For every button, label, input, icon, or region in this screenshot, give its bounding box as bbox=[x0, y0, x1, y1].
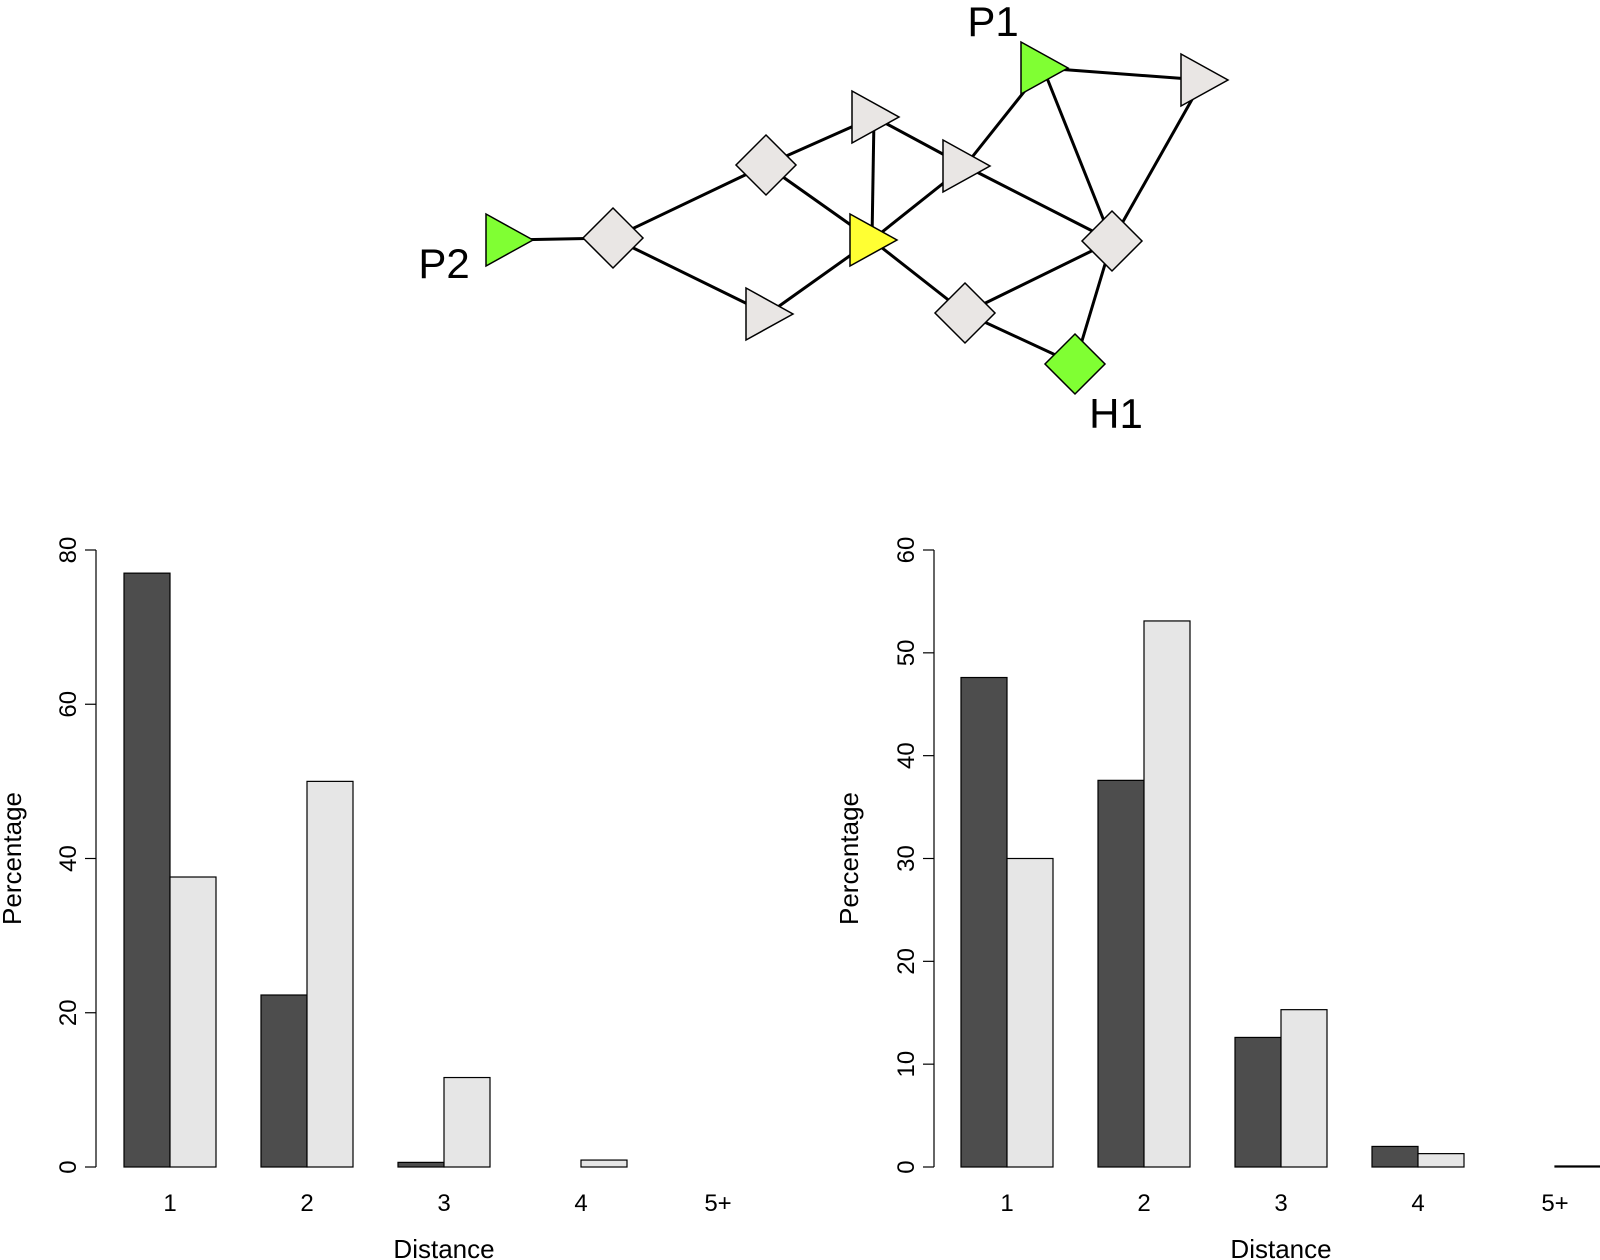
node-p2 bbox=[485, 212, 535, 268]
chart2-bar-3-s1 bbox=[1234, 1036, 1282, 1168]
node-label-h1: H1 bbox=[1089, 390, 1143, 437]
chart1-bar-3-s2 bbox=[443, 1076, 491, 1168]
network-diagram: P1 P2 H1 bbox=[418, 0, 1230, 437]
node-d3 bbox=[1080, 209, 1144, 273]
edge-d3-d4 bbox=[964, 239, 1113, 315]
chart2-bar-4-s2 bbox=[1417, 1153, 1465, 1168]
chart2-bar-3-s2 bbox=[1280, 1009, 1328, 1168]
chart1-x-tick-label: 1 bbox=[163, 1190, 176, 1217]
chart2-bar-4-s1 bbox=[1371, 1145, 1419, 1168]
node-label-p2: P2 bbox=[418, 240, 469, 287]
chart2-y-tick-label: 30 bbox=[893, 845, 920, 872]
chart2-bar-1-s1 bbox=[960, 676, 1008, 1168]
chart1-bar-4-s2 bbox=[580, 1159, 628, 1168]
chart1-x-tick-label: 4 bbox=[574, 1190, 587, 1217]
node-t2 bbox=[942, 138, 992, 194]
node-t1 bbox=[851, 89, 901, 145]
chart1-bar-3-s1 bbox=[397, 1161, 445, 1168]
chart1-y-axis-title: Percentage bbox=[0, 792, 27, 925]
edge-t2-d3 bbox=[964, 164, 1113, 243]
edge-t4-d3 bbox=[1110, 79, 1205, 242]
node-d1 bbox=[581, 206, 645, 270]
edge-t1-c bbox=[870, 116, 876, 241]
chart1-y-tick-label: 20 bbox=[55, 999, 82, 1026]
chart1-x-tick-label: 2 bbox=[300, 1190, 313, 1217]
node-t3 bbox=[745, 286, 795, 342]
chart1-bar-1-s2 bbox=[169, 876, 217, 1168]
chart1-bar-2-s1 bbox=[260, 994, 308, 1168]
chart2-y-tick-label: 50 bbox=[893, 639, 920, 666]
chart2-x-tick-label: 3 bbox=[1274, 1190, 1287, 1217]
chart2-bar-1-s2 bbox=[1006, 857, 1054, 1168]
chart2-bar-2-s1 bbox=[1097, 779, 1145, 1168]
chart1-bar-1-s1 bbox=[123, 572, 171, 1168]
chart2-y-axis-title: Percentage bbox=[834, 792, 864, 925]
chart2-x-axis-title: Distance bbox=[1230, 1234, 1331, 1260]
chart2-bar-5plus-s2 bbox=[1554, 1165, 1600, 1168]
chart1-bar-2-s2 bbox=[306, 780, 354, 1168]
edge-p1-t4 bbox=[1042, 66, 1204, 82]
node-h1 bbox=[1043, 332, 1107, 396]
node-c bbox=[849, 212, 899, 268]
chart2-y-tick-label: 40 bbox=[893, 742, 920, 769]
chart1-x-tick-label: 3 bbox=[437, 1190, 450, 1217]
chart2-x-tick-label: 2 bbox=[1137, 1190, 1150, 1217]
edge-d1-t3 bbox=[612, 236, 769, 316]
chart2-y-tick-label: 20 bbox=[893, 948, 920, 975]
chart2-bar-2-s2 bbox=[1143, 620, 1191, 1168]
left-bar-chart: 0 20 40 60 80 1 2 3 4 5+ Distance Percentage bbox=[0, 537, 732, 1260]
chart2-y-tick-label: 0 bbox=[893, 1160, 920, 1173]
node-d4 bbox=[933, 281, 997, 345]
chart1-y-tick-label: 80 bbox=[55, 537, 82, 564]
node-p1 bbox=[1020, 40, 1070, 96]
node-d2 bbox=[734, 133, 798, 197]
node-t4 bbox=[1180, 52, 1230, 108]
right-bar-chart: 0 10 20 30 40 50 60 1 2 3 4 5+ Distance Percentage bbox=[834, 537, 1600, 1260]
node-label-p1: P1 bbox=[967, 0, 1018, 45]
chart2-x-tick-label: 5+ bbox=[1541, 1190, 1568, 1217]
chart2-y-tick-label: 10 bbox=[893, 1051, 920, 1078]
chart2-y-tick-label: 60 bbox=[893, 537, 920, 564]
chart1-y-tick-label: 0 bbox=[55, 1160, 82, 1173]
chart1-x-axis-title: Distance bbox=[393, 1234, 494, 1260]
chart2-x-tick-label: 1 bbox=[1000, 1190, 1013, 1217]
chart1-y-tick-label: 40 bbox=[55, 845, 82, 872]
chart1-y-tick-label: 60 bbox=[55, 691, 82, 718]
chart1-x-tick-label: 5+ bbox=[704, 1190, 731, 1217]
chart2-x-tick-label: 4 bbox=[1411, 1190, 1424, 1217]
edge-d1-d2 bbox=[612, 163, 767, 240]
edge-p1-d3 bbox=[1041, 67, 1114, 242]
